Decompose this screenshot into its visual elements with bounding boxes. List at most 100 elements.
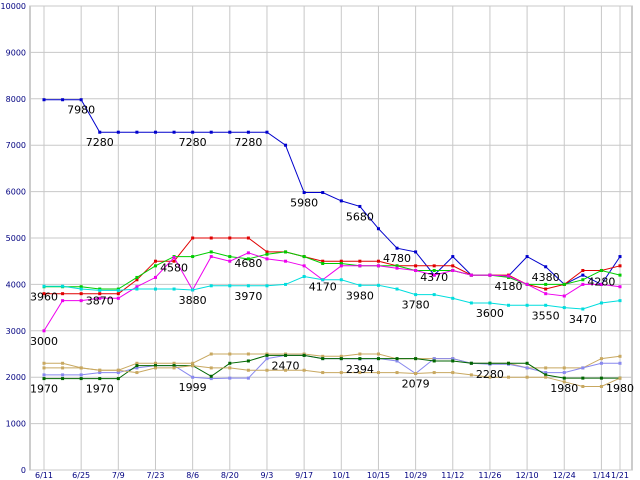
- data-point: [135, 371, 139, 375]
- data-label: 3880: [179, 294, 207, 307]
- series-8: [42, 353, 622, 381]
- data-point: [414, 293, 418, 297]
- x-tick-label: 9/3: [261, 471, 274, 480]
- data-point: [79, 299, 83, 303]
- data-label: 5980: [290, 197, 318, 210]
- data-point: [321, 191, 325, 195]
- data-point: [451, 296, 455, 300]
- data-point: [284, 353, 288, 357]
- data-point: [302, 255, 306, 259]
- data-point: [525, 375, 529, 379]
- x-tick-label: 7/9: [112, 471, 125, 480]
- data-point: [79, 377, 83, 381]
- data-point: [599, 384, 603, 388]
- data-point: [246, 257, 250, 261]
- data-point: [544, 303, 548, 307]
- data-point: [116, 292, 120, 296]
- data-label: 1980: [550, 382, 578, 395]
- data-point: [42, 292, 46, 296]
- data-point: [358, 352, 362, 356]
- data-point: [358, 259, 362, 263]
- data-point: [302, 264, 306, 268]
- series-5: [42, 275, 622, 311]
- data-point: [339, 199, 343, 203]
- data-point: [339, 259, 343, 263]
- data-point: [116, 130, 120, 134]
- x-tick-label: 8/20: [221, 471, 239, 480]
- data-point: [284, 250, 288, 254]
- data-point: [228, 236, 232, 240]
- data-point: [228, 361, 232, 365]
- data-label: 3980: [346, 289, 374, 302]
- data-point: [228, 366, 232, 370]
- data-label: 3970: [234, 290, 262, 303]
- data-point: [618, 285, 622, 289]
- data-point: [172, 259, 176, 263]
- data-labels: 7980 7280 7280 7280 5980 5680 4780 4370 4180 4380…: [30, 104, 634, 396]
- data-point: [469, 273, 473, 277]
- data-point: [358, 204, 362, 208]
- data-point: [599, 268, 603, 272]
- data-label: 4580: [160, 261, 188, 274]
- data-point: [302, 275, 306, 279]
- data-point: [544, 371, 548, 375]
- data-point: [284, 143, 288, 147]
- series-9: [42, 364, 622, 388]
- data-point: [191, 288, 195, 292]
- data-point: [618, 264, 622, 268]
- data-point: [246, 130, 250, 134]
- series-6: [42, 352, 622, 372]
- data-point: [228, 284, 232, 288]
- y-tick-label: 4000: [6, 280, 26, 289]
- data-point: [153, 361, 157, 365]
- data-point: [209, 250, 213, 254]
- data-point: [42, 361, 46, 365]
- data-point: [544, 265, 548, 269]
- data-label: 1970: [30, 383, 58, 396]
- x-tick-label: 12/24: [553, 471, 576, 480]
- data-label: 4180: [495, 280, 523, 293]
- data-point: [618, 354, 622, 358]
- data-point: [507, 274, 511, 278]
- y-tick-label: 0: [21, 466, 26, 475]
- data-point: [246, 236, 250, 240]
- data-point: [98, 368, 102, 372]
- data-point: [172, 255, 176, 259]
- data-point: [525, 282, 529, 286]
- data-point: [209, 366, 213, 370]
- y-axis-ticks: 0 1000 2000 3000 4000 5000 6000 7000 8000 9000 100…: [1, 2, 26, 475]
- data-label: 4380: [532, 271, 560, 284]
- data-label: 3000: [30, 335, 58, 348]
- data-label: 3600: [476, 307, 504, 320]
- y-tick-label: 5000: [6, 234, 26, 243]
- data-point: [358, 371, 362, 375]
- data-point: [42, 98, 46, 102]
- data-point: [451, 255, 455, 259]
- data-point: [209, 236, 213, 240]
- data-point: [209, 284, 213, 288]
- data-label: 3550: [532, 309, 560, 322]
- data-point: [79, 292, 83, 296]
- data-point: [265, 368, 269, 372]
- data-point: [451, 357, 455, 361]
- data-point: [191, 255, 195, 259]
- x-axis-ticks: 6/11 6/25 7/9 7/23 8/6 8/20 9/3 9/17 10/1 10/15 10…: [35, 471, 629, 480]
- data-point: [172, 364, 176, 368]
- data-point: [79, 285, 83, 289]
- data-point: [98, 130, 102, 134]
- data-point: [321, 357, 325, 361]
- data-point: [469, 361, 473, 365]
- data-point: [209, 130, 213, 134]
- data-point: [153, 275, 157, 279]
- data-point: [116, 368, 120, 372]
- data-point: [246, 359, 250, 363]
- data-point: [284, 368, 288, 372]
- data-label: 3470: [569, 313, 597, 326]
- data-label: 1980: [606, 382, 634, 395]
- data-point: [321, 259, 325, 263]
- data-label: 4370: [420, 271, 448, 284]
- y-tick-label: 3000: [6, 327, 26, 336]
- data-point: [265, 357, 269, 361]
- data-point: [618, 255, 622, 259]
